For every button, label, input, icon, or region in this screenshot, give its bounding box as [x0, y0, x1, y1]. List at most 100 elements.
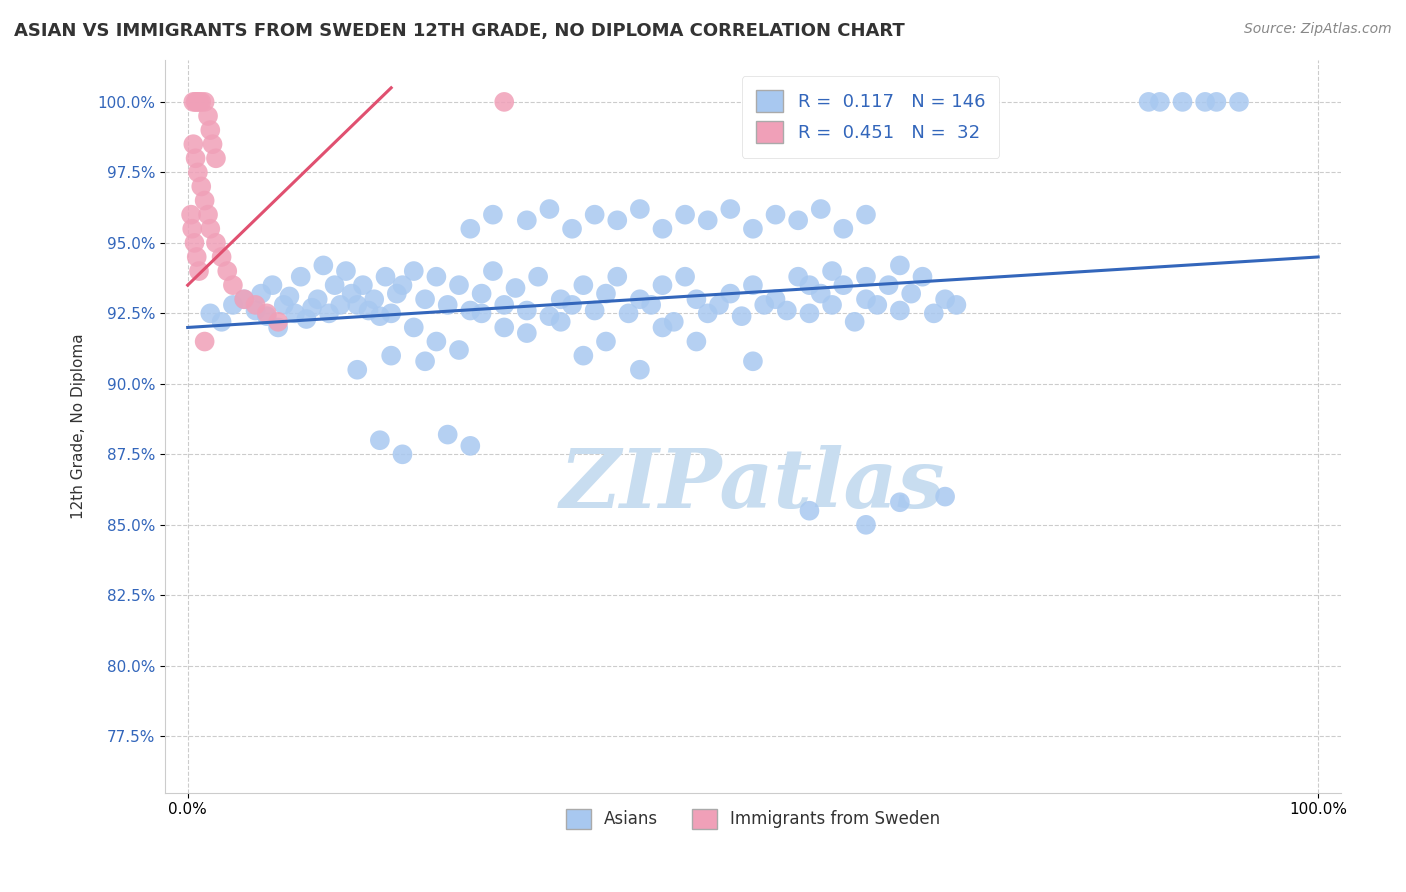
Point	[799, 278, 821, 293]
Point	[572, 278, 595, 293]
Point	[233, 292, 256, 306]
Point	[482, 208, 505, 222]
Point	[922, 306, 945, 320]
Point	[494, 298, 516, 312]
Point	[550, 315, 572, 329]
Point	[197, 109, 219, 123]
Point	[844, 315, 866, 329]
Point	[471, 286, 494, 301]
Point	[368, 309, 391, 323]
Point	[205, 235, 228, 250]
Point	[346, 363, 368, 377]
Text: ASIAN VS IMMIGRANTS FROM SWEDEN 12TH GRADE, NO DIPLOMA CORRELATION CHART: ASIAN VS IMMIGRANTS FROM SWEDEN 12TH GRA…	[14, 22, 905, 40]
Point	[200, 221, 222, 235]
Point	[368, 434, 391, 448]
Point	[312, 259, 335, 273]
Point	[685, 292, 707, 306]
Point	[186, 250, 208, 264]
Point	[561, 221, 583, 235]
Point	[550, 292, 572, 306]
Point	[374, 269, 396, 284]
Point	[889, 495, 911, 509]
Point	[1194, 95, 1216, 109]
Point	[765, 208, 787, 222]
Point	[194, 95, 217, 109]
Point	[482, 264, 505, 278]
Point	[494, 95, 516, 109]
Point	[718, 286, 741, 301]
Point	[787, 213, 810, 227]
Point	[934, 490, 956, 504]
Point	[934, 292, 956, 306]
Point	[256, 306, 278, 320]
Point	[810, 202, 832, 216]
Point	[201, 137, 224, 152]
Point	[776, 303, 799, 318]
Point	[340, 286, 363, 301]
Point	[200, 306, 222, 320]
Point	[267, 315, 290, 329]
Point	[628, 292, 651, 306]
Point	[572, 349, 595, 363]
Point	[799, 306, 821, 320]
Point	[183, 95, 205, 109]
Point	[183, 235, 205, 250]
Point	[391, 278, 413, 293]
Point	[194, 194, 217, 208]
Point	[318, 306, 340, 320]
Point	[821, 264, 844, 278]
Point	[380, 306, 402, 320]
Point	[357, 303, 380, 318]
Point	[205, 151, 228, 165]
Point	[628, 202, 651, 216]
Point	[866, 298, 889, 312]
Point	[190, 179, 212, 194]
Point	[696, 306, 718, 320]
Point	[832, 278, 855, 293]
Point	[346, 298, 368, 312]
Point	[267, 320, 290, 334]
Point	[900, 286, 922, 301]
Point	[538, 309, 561, 323]
Point	[363, 292, 385, 306]
Point	[200, 123, 222, 137]
Point	[516, 213, 538, 227]
Point	[256, 309, 278, 323]
Point	[1137, 95, 1160, 109]
Point	[651, 221, 673, 235]
Point	[1171, 95, 1194, 109]
Text: ZIPatlas: ZIPatlas	[560, 445, 946, 524]
Point	[505, 281, 527, 295]
Point	[889, 259, 911, 273]
Point	[832, 221, 855, 235]
Point	[323, 278, 346, 293]
Point	[211, 250, 233, 264]
Point	[471, 306, 494, 320]
Point	[583, 303, 606, 318]
Point	[685, 334, 707, 349]
Point	[742, 221, 765, 235]
Point	[250, 286, 273, 301]
Point	[245, 298, 267, 312]
Point	[329, 298, 352, 312]
Point	[217, 264, 239, 278]
Point	[273, 298, 295, 312]
Point	[447, 278, 470, 293]
Point	[181, 221, 204, 235]
Point	[222, 278, 245, 293]
Point	[278, 289, 301, 303]
Point	[765, 292, 787, 306]
Point	[538, 202, 561, 216]
Point	[516, 303, 538, 318]
Point	[911, 269, 934, 284]
Point	[184, 151, 207, 165]
Point	[190, 95, 212, 109]
Point	[662, 315, 685, 329]
Point	[730, 309, 752, 323]
Point	[1205, 95, 1227, 109]
Point	[413, 292, 436, 306]
Point	[436, 427, 458, 442]
Point	[391, 447, 413, 461]
Point	[180, 208, 202, 222]
Point	[233, 292, 256, 306]
